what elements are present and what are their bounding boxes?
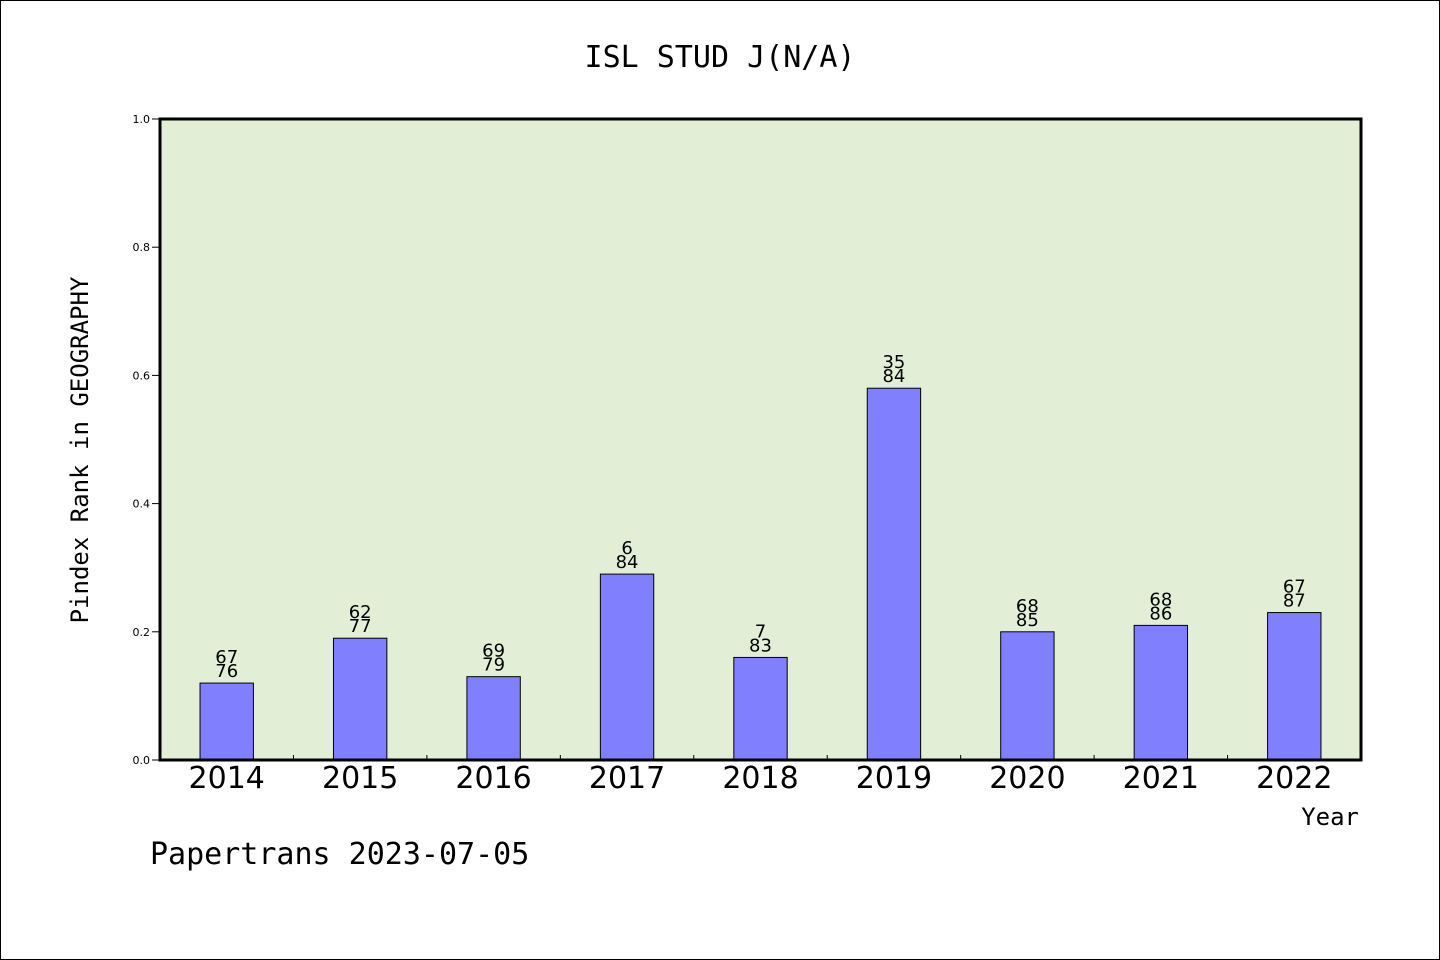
bar-label-bottom: 86 — [1149, 603, 1172, 624]
bar-label-bottom: 83 — [749, 635, 772, 656]
bar-label-bottom: 76 — [215, 661, 238, 682]
y-tick-label: 0.8 — [133, 241, 151, 254]
y-tick-label: 0.2 — [133, 626, 151, 639]
y-tick-label: 0.4 — [133, 498, 151, 511]
bar — [332, 637, 388, 761]
x-tick-label: 2019 — [856, 761, 932, 796]
bar — [1267, 612, 1322, 761]
bar-label-bottom: 79 — [482, 655, 505, 676]
bar-label-top: 6 — [621, 538, 632, 559]
x-tick-label: 2014 — [189, 761, 265, 796]
x-tick-label: 2022 — [1256, 761, 1332, 796]
bar-label-top: 62 — [349, 602, 372, 623]
bar — [866, 387, 922, 761]
x-tick-label: 2016 — [455, 761, 531, 796]
bar-label-top: 35 — [882, 352, 905, 373]
bar-label-top: 68 — [1016, 596, 1039, 617]
y-tick-label: 0.6 — [133, 369, 151, 382]
bar — [1133, 624, 1189, 761]
bar — [466, 676, 521, 761]
bar-label-top: 67 — [215, 647, 238, 668]
y-tick-label: 0.0 — [133, 754, 151, 767]
bar-label-top: 7 — [755, 621, 766, 642]
bar — [733, 656, 788, 761]
footer-note: Papertrans 2023-07-05 — [150, 837, 529, 872]
y-tick-label: 1.0 — [133, 113, 151, 126]
x-tick-label: 2018 — [722, 761, 798, 796]
bar-label-top: 68 — [1149, 589, 1172, 610]
bar-label-bottom: 77 — [349, 616, 372, 637]
bar-label-bottom: 84 — [616, 552, 639, 573]
x-tick-label: 2015 — [322, 761, 398, 796]
x-tick-label: 2020 — [989, 761, 1065, 796]
bar — [1000, 631, 1055, 761]
bar — [199, 682, 254, 761]
y-axis-label: Pindex Rank in GEOGRAPHY — [66, 276, 94, 623]
bar-label-bottom: 87 — [1283, 591, 1306, 612]
chart-title: ISL STUD J(N/A) — [585, 40, 856, 75]
x-axis: 2014 2015 2016 2017 2018 2019 2020 2021 2022 — [189, 755, 1332, 796]
bars-group — [199, 387, 1322, 761]
bar-label-top: 67 — [1283, 577, 1306, 598]
y-axis: 0.0 0.2 0.4 0.6 0.8 1.0 — [133, 113, 160, 767]
bar-label-bottom: 84 — [882, 366, 905, 387]
bar-label-top: 69 — [482, 641, 505, 662]
bar-label-bottom: 85 — [1016, 610, 1039, 631]
x-axis-label: Year — [1301, 803, 1359, 831]
bar — [599, 573, 655, 761]
plot-frame — [158, 117, 1363, 762]
x-tick-label: 2017 — [589, 761, 665, 796]
x-tick-label: 2021 — [1123, 761, 1199, 796]
